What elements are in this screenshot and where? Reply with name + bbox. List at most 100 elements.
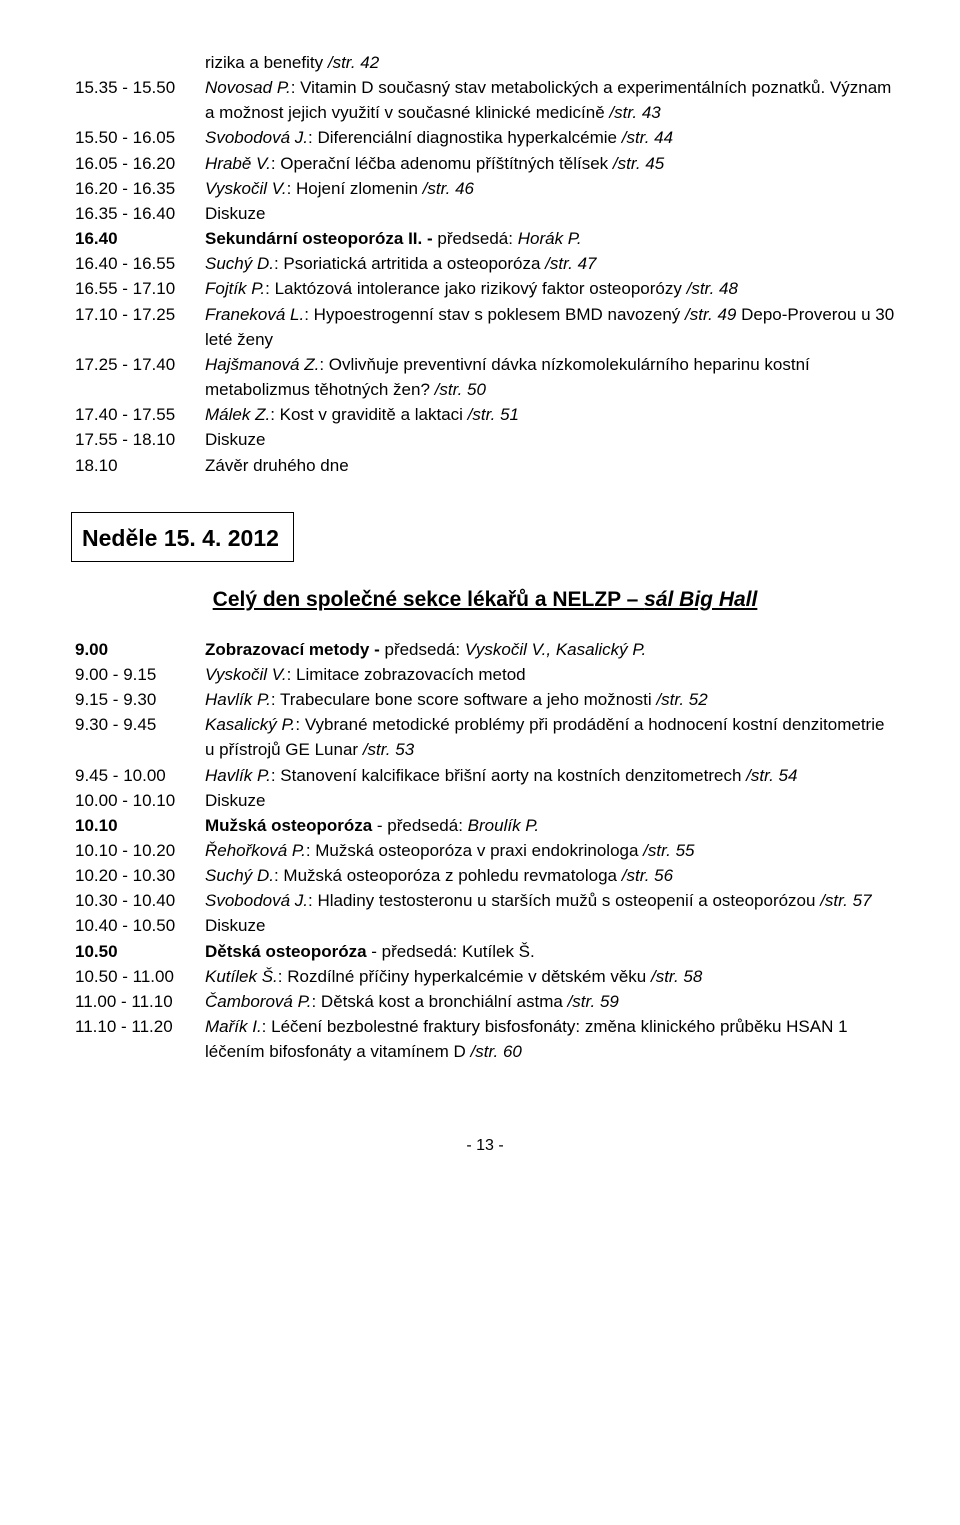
text-fragment: /str. 56 (622, 866, 673, 885)
schedule-row: 10.40 - 10.50Diskuze (75, 913, 895, 938)
text-fragment: /str. 44 (622, 128, 673, 147)
text-fragment: /str. 42 (328, 53, 379, 72)
text-fragment: : Stanovení kalcifikace břišní aorty na … (271, 766, 746, 785)
entry-description: Zobrazovací metody - předsedá: Vyskočil … (205, 637, 895, 662)
schedule-block-1: rizika a benefity /str. 4215.35 - 15.50N… (75, 50, 895, 478)
time-slot: 10.20 - 10.30 (75, 863, 205, 888)
time-slot: 15.50 - 16.05 (75, 125, 205, 150)
text-fragment: Svobodová J. (205, 891, 308, 910)
text-fragment: : Mužská osteoporóza z pohledu revmatolo… (274, 866, 622, 885)
entry-description: Mužská osteoporóza - předsedá: Broulík P… (205, 813, 895, 838)
text-fragment: /str. 53 (363, 740, 414, 759)
section-heading-italic: sál Big Hall (644, 588, 757, 611)
schedule-row: 10.30 - 10.40Svobodová J.: Hladiny testo… (75, 888, 895, 913)
text-fragment: : Vybrané metodické problémy při prodádě… (205, 715, 884, 759)
text-fragment: Franeková L. (205, 305, 304, 324)
time-slot: 9.30 - 9.45 (75, 712, 205, 762)
time-slot: 10.30 - 10.40 (75, 888, 205, 913)
text-fragment: předsedá: (384, 640, 464, 659)
time-slot (75, 50, 205, 75)
schedule-row: 10.50Dětská osteoporóza - předsedá: Kutí… (75, 939, 895, 964)
schedule-row: 11.10 - 11.20Mařík I.: Léčení bezbolestn… (75, 1014, 895, 1064)
text-fragment: /str. 48 (687, 279, 738, 298)
text-fragment: Zobrazovací metody - (205, 640, 384, 659)
text-fragment: Horák P. (518, 229, 582, 248)
time-slot: 10.50 (75, 939, 205, 964)
entry-description: Svobodová J.: Hladiny testosteronu u sta… (205, 888, 895, 913)
time-slot: 17.25 - 17.40 (75, 352, 205, 402)
day-heading: Neděle 15. 4. 2012 (71, 512, 294, 562)
text-fragment: /str. 49 (685, 305, 736, 324)
time-slot: 16.05 - 16.20 (75, 151, 205, 176)
text-fragment: : Vitamin D současný stav metabolických … (205, 78, 891, 122)
time-slot: 9.45 - 10.00 (75, 763, 205, 788)
text-fragment: : Mužská osteoporóza v praxi endokrinolo… (306, 841, 643, 860)
entry-description: Diskuze (205, 913, 895, 938)
schedule-row: 10.20 - 10.30Suchý D.: Mužská osteoporóz… (75, 863, 895, 888)
entry-description: Havlík P.: Trabeculare bone score softwa… (205, 687, 895, 712)
text-fragment: Vyskočil V., Kasalický P. (465, 640, 646, 659)
text-fragment: : Kost v graviditě a laktaci (270, 405, 467, 424)
entry-description: Řehořková P.: Mužská osteoporóza v praxi… (205, 838, 895, 863)
text-fragment: /str. 57 (820, 891, 871, 910)
entry-description: Fojtík P.: Laktózová intolerance jako ri… (205, 276, 895, 301)
time-slot: 17.10 - 17.25 (75, 302, 205, 352)
entry-description: Dětská osteoporóza - předsedá: Kutílek Š… (205, 939, 895, 964)
schedule-row: 16.40 - 16.55Suchý D.: Psoriatická artri… (75, 251, 895, 276)
text-fragment: Hrabě V. (205, 154, 271, 173)
entry-description: Suchý D.: Psoriatická artritida a osteop… (205, 251, 895, 276)
schedule-row: 9.00Zobrazovací metody - předsedá: Vysko… (75, 637, 895, 662)
text-fragment: /str. 43 (609, 103, 660, 122)
schedule-row: 9.45 - 10.00Havlík P.: Stanovení kalcifi… (75, 763, 895, 788)
time-slot: 15.35 - 15.50 (75, 75, 205, 125)
text-fragment: Havlík P. (205, 690, 271, 709)
text-fragment: Sekundární osteoporóza II. - (205, 229, 437, 248)
time-slot: 17.40 - 17.55 (75, 402, 205, 427)
entry-description: Vyskočil V.: Hojení zlomenin /str. 46 (205, 176, 895, 201)
text-fragment: /str. 58 (651, 967, 702, 986)
entry-description: Závěr druhého dne (205, 453, 895, 478)
time-slot: 10.40 - 10.50 (75, 913, 205, 938)
entry-description: Mařík I.: Léčení bezbolestné fraktury bi… (205, 1014, 895, 1064)
time-slot: 9.00 - 9.15 (75, 662, 205, 687)
schedule-row: 17.55 - 18.10Diskuze (75, 427, 895, 452)
text-fragment: Diskuze (205, 204, 265, 223)
time-slot: 17.55 - 18.10 (75, 427, 205, 452)
text-fragment: /str. 54 (746, 766, 797, 785)
entry-description: Havlík P.: Stanovení kalcifikace břišní … (205, 763, 895, 788)
schedule-row: 15.35 - 15.50Novosad P.: Vitamin D souča… (75, 75, 895, 125)
text-fragment: /str. 55 (643, 841, 694, 860)
text-fragment: Řehořková P. (205, 841, 306, 860)
text-fragment: /str. 59 (568, 992, 619, 1011)
schedule-row: 16.35 - 16.40Diskuze (75, 201, 895, 226)
schedule-row: 17.40 - 17.55Málek Z.: Kost v graviditě … (75, 402, 895, 427)
schedule-row: 15.50 - 16.05Svobodová J.: Diferenciální… (75, 125, 895, 150)
text-fragment: Čamborová P. (205, 992, 311, 1011)
text-fragment: Fojtík P. (205, 279, 265, 298)
schedule-row: 9.15 - 9.30Havlík P.: Trabeculare bone s… (75, 687, 895, 712)
entry-description: Sekundární osteoporóza II. - předsedá: H… (205, 226, 895, 251)
text-fragment: Diskuze (205, 791, 265, 810)
entry-description: Hajšmanová Z.: Ovlivňuje preventivní dáv… (205, 352, 895, 402)
schedule-row: 9.00 - 9.15Vyskočil V.: Limitace zobrazo… (75, 662, 895, 687)
schedule-row: 11.00 - 11.10Čamborová P.: Dětská kost a… (75, 989, 895, 1014)
text-fragment: Závěr druhého dne (205, 456, 349, 475)
section-heading: Celý den společné sekce lékařů a NELZP –… (75, 584, 895, 615)
text-fragment: : Limitace zobrazovacích metod (287, 665, 526, 684)
entry-description: Franeková L.: Hypoestrogenní stav s pokl… (205, 302, 895, 352)
text-fragment: Vyskočil V. (205, 665, 287, 684)
schedule-row: rizika a benefity /str. 42 (75, 50, 895, 75)
schedule-row: 16.05 - 16.20Hrabě V.: Operační léčba ad… (75, 151, 895, 176)
page-number: - 13 - (75, 1134, 895, 1158)
text-fragment: rizika a benefity (205, 53, 328, 72)
time-slot: 10.00 - 10.10 (75, 788, 205, 813)
schedule-row: 10.50 - 11.00Kutílek Š.: Rozdílné příčin… (75, 964, 895, 989)
time-slot: 10.10 (75, 813, 205, 838)
text-fragment: : Hladiny testosteronu u starších mužů s… (308, 891, 820, 910)
text-fragment: /str. 47 (545, 254, 596, 273)
text-fragment: - předsedá: (372, 816, 467, 835)
text-fragment: : Operační léčba adenomu příštítných těl… (271, 154, 613, 173)
schedule-row: 16.40Sekundární osteoporóza II. - předse… (75, 226, 895, 251)
text-fragment: Suchý D. (205, 866, 274, 885)
entry-description: Kasalický P.: Vybrané metodické problémy… (205, 712, 895, 762)
